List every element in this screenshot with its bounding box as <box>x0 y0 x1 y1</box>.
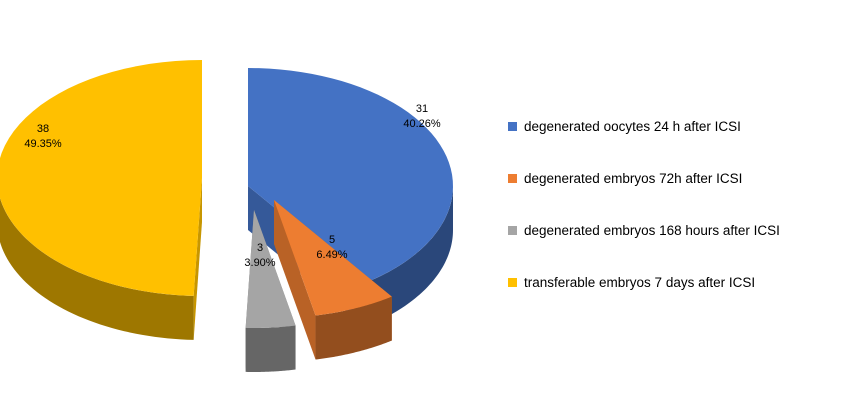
pie-slice-top <box>248 68 453 283</box>
pie-slices <box>0 60 453 372</box>
pie-slice-side <box>365 186 453 327</box>
data-label-percent: 3.90% <box>244 257 275 269</box>
pie-slice-top <box>0 60 202 296</box>
data-label-percent: 6.49% <box>316 249 347 261</box>
legend-label: transferable embryos 7 days after ICSI <box>524 274 756 290</box>
pie-slice <box>245 210 296 372</box>
pie-slice-side <box>315 296 392 360</box>
pie-data-labels: 31 40.26% 5 6.49% 3 3.90% 38 49.35% <box>24 103 441 269</box>
pie-slice-top <box>274 200 392 316</box>
pie-slice-top <box>245 210 296 328</box>
pie-slice-wall <box>193 178 202 340</box>
data-label-value: 31 <box>416 103 428 115</box>
legend-item-embryos-72h: degenerated embryos 72h after ICSI <box>508 152 838 204</box>
pie-slice <box>0 60 202 340</box>
legend-label: degenerated embryos 72h after ICSI <box>524 170 743 186</box>
data-label-percent: 40.26% <box>403 118 441 130</box>
data-label-value: 38 <box>37 123 49 135</box>
legend-swatch <box>508 173 517 183</box>
legend-item-embryos-168h: degenerated embryos 168 hours after ICSI <box>508 204 838 256</box>
legend-label: degenerated embryos 168 hours after ICSI <box>524 222 780 238</box>
legend-item-transferable-7d: transferable embryos 7 days after ICSI <box>508 256 838 308</box>
chart-legend: degenerated oocytes 24 h after ICSI dege… <box>508 100 838 308</box>
legend-swatch <box>508 277 517 287</box>
legend-item-oocytes-24h: degenerated oocytes 24 h after ICSI <box>508 100 838 152</box>
pie-slice <box>274 200 392 360</box>
data-label-value: 3 <box>257 242 263 254</box>
data-label-percent: 49.35% <box>24 138 62 150</box>
legend-swatch <box>508 121 517 131</box>
legend-label: degenerated oocytes 24 h after ICSI <box>524 118 741 134</box>
pie-slice-wall <box>274 200 316 360</box>
pie-slice-side <box>0 198 194 340</box>
pie-slice-side <box>245 325 296 372</box>
data-label-value: 5 <box>329 234 335 246</box>
legend-swatch <box>508 225 517 235</box>
